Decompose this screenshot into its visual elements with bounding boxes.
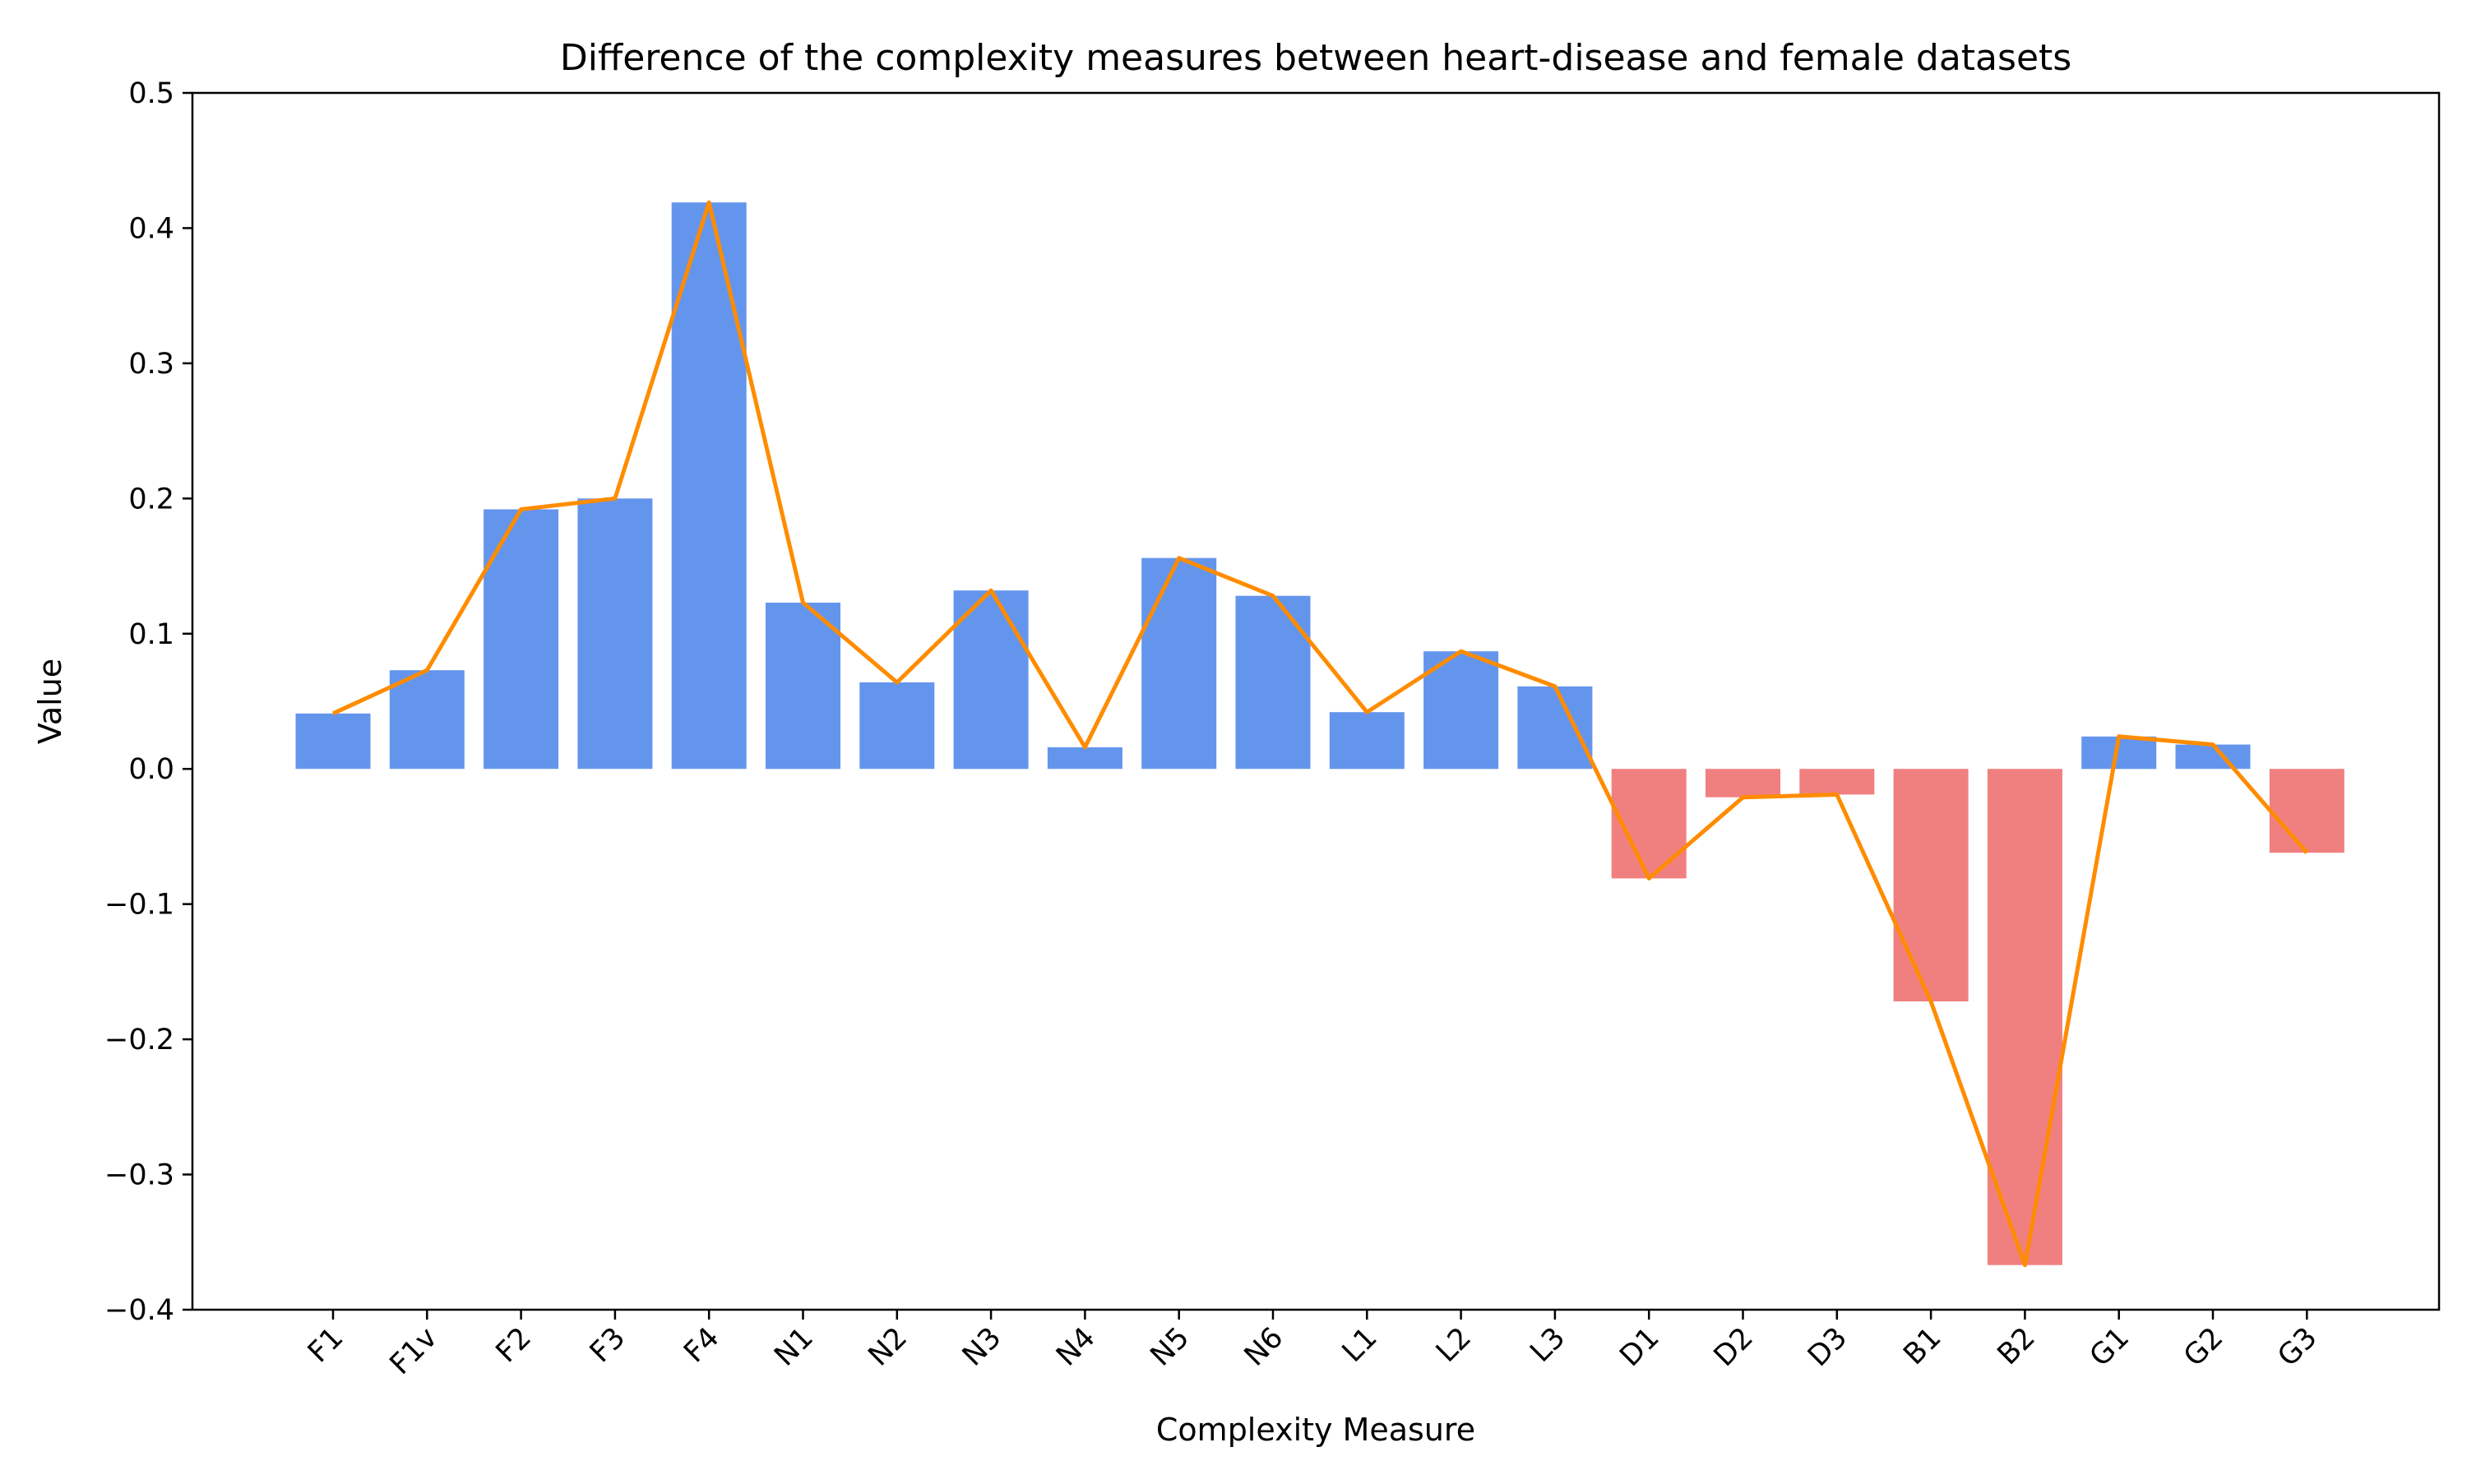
y-tick-label: 0.4	[128, 212, 174, 245]
bar-g2	[2175, 744, 2251, 770]
bar-f3	[577, 498, 653, 770]
y-tick-label: 0.5	[128, 77, 174, 110]
y-axis-label: Value	[32, 659, 68, 744]
bar-n1	[766, 603, 840, 770]
bar-l3	[1517, 686, 1593, 770]
y-axis: 0.5 0.4 0.3 0.2 0.1 0.0 −0.1 −0.2 −0.3 −0.4	[104, 77, 192, 1327]
y-tick-label: −0.4	[104, 1294, 174, 1327]
bar-d2	[1706, 769, 1780, 797]
bar-n6	[1235, 595, 1311, 770]
y-tick-label: 0.1	[128, 618, 174, 651]
y-tick-label: 0.2	[128, 483, 174, 515]
y-tick-label: −0.1	[104, 889, 174, 922]
bar-d3	[1799, 769, 1875, 795]
bar-f2	[484, 509, 559, 770]
value-line	[331, 200, 2309, 1268]
y-tick-label: −0.3	[104, 1159, 174, 1192]
bar-f1v	[389, 670, 465, 770]
x-axis-label: Complexity Measure	[1156, 1412, 1475, 1448]
bar-f4	[671, 202, 747, 770]
bar-l2	[1423, 651, 1499, 770]
bar-b1	[1893, 769, 1969, 1001]
bar-b2	[1987, 769, 2062, 1265]
y-tick-label: 0.0	[128, 753, 174, 786]
y-tick-label: 0.3	[128, 348, 174, 381]
bar-l1	[1329, 712, 1405, 770]
bar-g3	[2269, 769, 2344, 853]
chart-title: Difference of the complexity measures be…	[560, 37, 2071, 79]
plot-frame	[191, 91, 2441, 1311]
bar-n5	[1141, 557, 1217, 770]
bar-f1	[295, 713, 371, 770]
bar-n3	[953, 590, 1029, 770]
bar-n4	[1047, 747, 1122, 770]
bar-n2	[859, 682, 935, 770]
y-tick-label: −0.2	[104, 1024, 174, 1056]
bars-layer	[295, 202, 2344, 1265]
